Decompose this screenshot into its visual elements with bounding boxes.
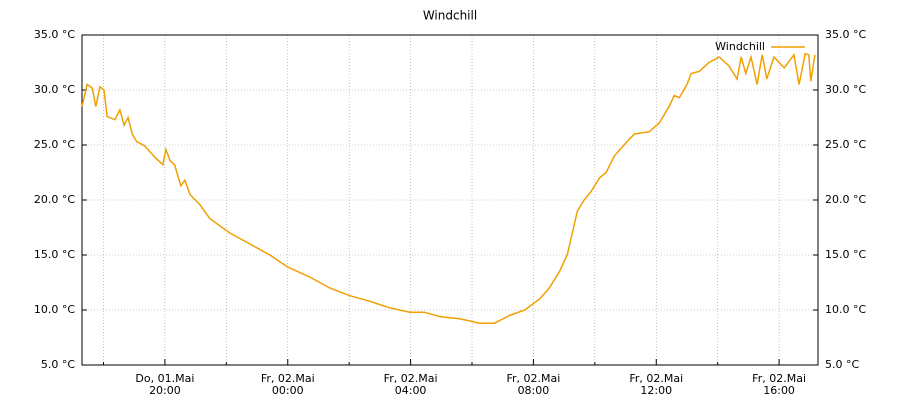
- y2-tick-label: 15.0 °C: [825, 248, 866, 261]
- x-tick-label: Fr, 02.Mai: [261, 372, 315, 385]
- x-tick-label: Fr, 02.Mai: [629, 372, 683, 385]
- y-tick-label: 20.0 °C: [34, 193, 75, 206]
- data-line: [81, 52, 816, 324]
- x-tick-label: Fr, 02.Mai: [752, 372, 806, 385]
- x-tick-label: Fr, 02.Mai: [507, 372, 561, 385]
- y2-tick-label: 5.0 °C: [825, 358, 859, 371]
- y2-tick-label: 35.0 °C: [825, 28, 866, 41]
- x-tick-label: 12:00: [640, 384, 672, 397]
- y-tick-label: 25.0 °C: [34, 138, 75, 151]
- x-tick-label: 16:00: [763, 384, 795, 397]
- y-tick-label: 30.0 °C: [34, 83, 75, 96]
- chart-title: Windchill: [423, 9, 477, 23]
- y2-tick-label: 20.0 °C: [825, 193, 866, 206]
- y-tick-label: 10.0 °C: [34, 303, 75, 316]
- plot-frame: [81, 34, 819, 366]
- x-tick-label: 04:00: [395, 384, 427, 397]
- y-tick-label: 35.0 °C: [34, 28, 75, 41]
- y2-tick-label: 30.0 °C: [825, 83, 866, 96]
- x-tick-label: 08:00: [518, 384, 550, 397]
- legend-label: Windchill: [715, 40, 765, 53]
- y-tick-label: 5.0 °C: [41, 358, 75, 371]
- x-tick-label: Do, 01.Mai: [135, 372, 194, 385]
- y-tick-label: 15.0 °C: [34, 248, 75, 261]
- x-tick-label: Fr, 02.Mai: [384, 372, 438, 385]
- y2-tick-label: 10.0 °C: [825, 303, 866, 316]
- x-tick-label: 20:00: [149, 384, 181, 397]
- x-tick-label: 00:00: [272, 384, 304, 397]
- y2-tick-label: 25.0 °C: [825, 138, 866, 151]
